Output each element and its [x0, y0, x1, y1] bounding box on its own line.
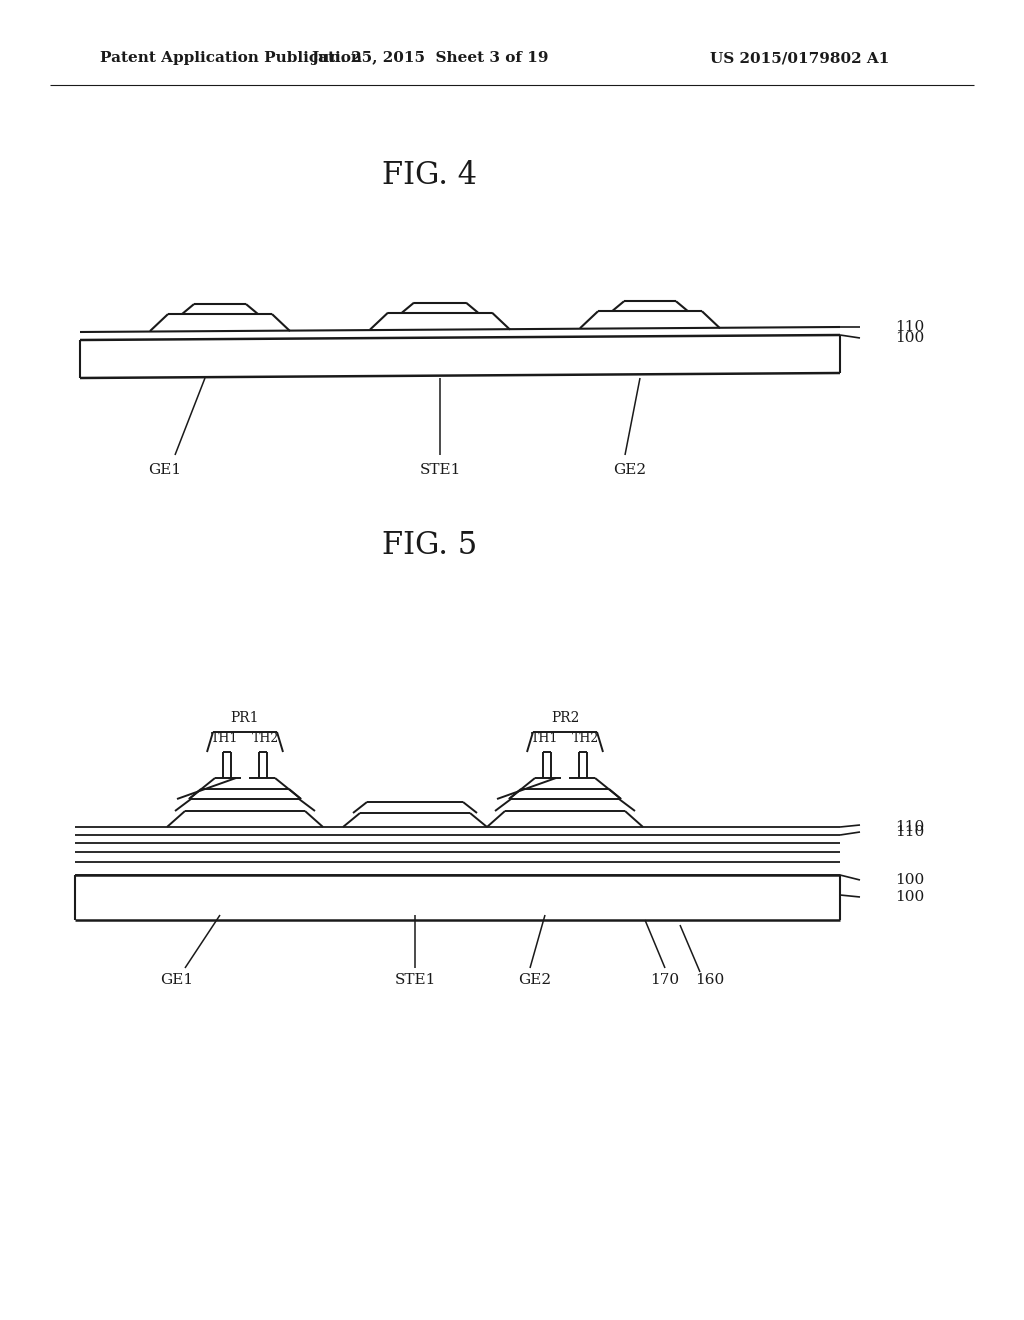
Text: TH2: TH2 — [251, 731, 279, 744]
Text: PR1: PR1 — [230, 711, 259, 725]
Text: 160: 160 — [695, 973, 725, 987]
Text: GE2: GE2 — [518, 973, 552, 987]
Text: TH2: TH2 — [571, 731, 599, 744]
Text: PR2: PR2 — [551, 711, 580, 725]
Text: 100: 100 — [895, 331, 925, 345]
Text: 100: 100 — [895, 890, 925, 904]
Text: Patent Application Publication: Patent Application Publication — [100, 51, 362, 65]
Text: 170: 170 — [650, 973, 680, 987]
Text: 110: 110 — [895, 820, 925, 834]
Text: FIG. 4: FIG. 4 — [383, 160, 477, 190]
Text: TH1: TH1 — [211, 731, 239, 744]
Text: STE1: STE1 — [419, 463, 461, 477]
Text: 110: 110 — [895, 825, 925, 840]
Text: GE1: GE1 — [148, 463, 181, 477]
Text: Jun. 25, 2015  Sheet 3 of 19: Jun. 25, 2015 Sheet 3 of 19 — [311, 51, 549, 65]
Text: 100: 100 — [895, 873, 925, 887]
Text: GE2: GE2 — [613, 463, 646, 477]
Text: TH1: TH1 — [531, 731, 559, 744]
Text: 110: 110 — [895, 319, 925, 334]
Text: STE1: STE1 — [394, 973, 435, 987]
Text: FIG. 5: FIG. 5 — [382, 529, 477, 561]
Text: GE1: GE1 — [161, 973, 194, 987]
Text: US 2015/0179802 A1: US 2015/0179802 A1 — [711, 51, 890, 65]
